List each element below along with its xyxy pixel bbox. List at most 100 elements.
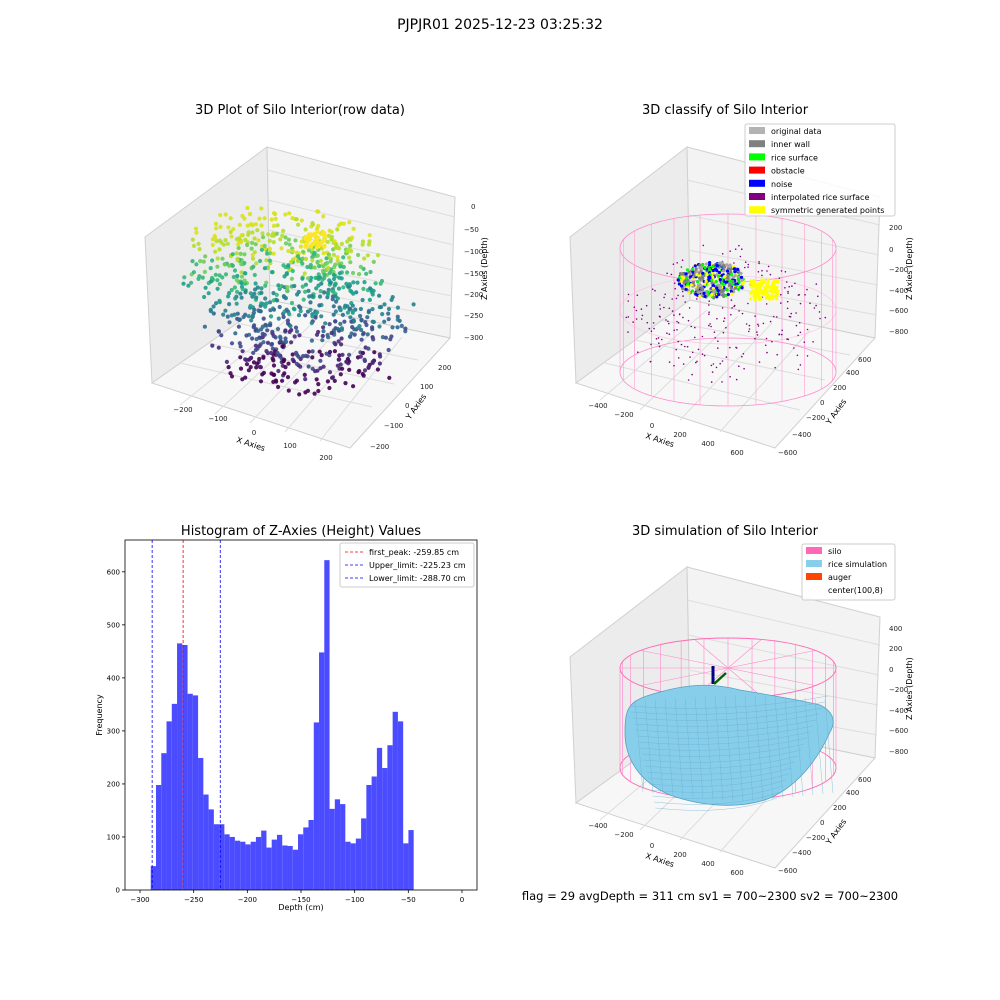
interpolated-point (658, 342, 660, 345)
scatter-point (389, 334, 394, 339)
scatter-point (238, 355, 243, 360)
interpolated-point (695, 361, 697, 364)
scatter-point (312, 265, 317, 270)
scatter-point (271, 240, 276, 245)
classified-point (766, 280, 770, 284)
interpolated-point (795, 312, 797, 314)
interpolated-point (640, 318, 643, 320)
mesh-line (734, 694, 744, 803)
interpolated-point (767, 265, 770, 268)
scatter-point (300, 276, 305, 281)
interpolated-point (757, 325, 760, 327)
interpolated-point (747, 266, 749, 268)
interpolated-point (721, 360, 724, 362)
interpolated-point (708, 304, 710, 306)
scatter-point (270, 270, 275, 275)
interpolated-point (787, 292, 789, 294)
scatter-point (253, 281, 258, 286)
panel2-zticks: 200 0 −200 −400 −600 −800 (889, 224, 908, 336)
classified-point (771, 281, 775, 285)
scatter-point (294, 350, 299, 355)
classified-point (726, 273, 730, 278)
scatter-point (345, 270, 350, 275)
scatter-point (220, 275, 225, 280)
mesh-line (632, 707, 823, 721)
legend-swatch (749, 206, 765, 214)
interpolated-point (757, 323, 759, 326)
scatter-point (286, 248, 291, 254)
scatter-point (240, 287, 245, 292)
panel2-xticks: −400 −200 0 200 400 600 (588, 402, 743, 457)
classified-point (760, 278, 764, 282)
interpolated-point (744, 261, 747, 264)
scatter-point (361, 331, 366, 336)
scatter-point (238, 344, 243, 349)
scatter-point (239, 274, 245, 279)
scatter-point (347, 334, 353, 339)
scatter-point (305, 264, 310, 270)
scatter-point (320, 333, 325, 339)
scatter-point (182, 275, 187, 280)
scatter-point (333, 309, 338, 314)
scatter-point (282, 371, 287, 376)
histogram-bar (203, 794, 209, 890)
scatter-point (219, 240, 224, 245)
y-tick-label: 100 (107, 833, 120, 841)
legend-label: obstacle (771, 167, 805, 176)
scatter-point (307, 237, 312, 242)
scatter-point (267, 238, 272, 243)
scatter-point (249, 246, 254, 251)
scatter-point (251, 264, 256, 269)
scatter-point (285, 285, 290, 290)
classified-point (676, 278, 680, 282)
scatter-point (262, 243, 267, 248)
scatter-point (213, 221, 219, 226)
scatter-point (308, 265, 313, 270)
interpolated-point (784, 287, 786, 289)
scatter-point (242, 281, 248, 286)
scatter-point (350, 235, 355, 240)
mesh-line (684, 697, 694, 798)
scatter-point (251, 325, 256, 330)
panel4-ytick: 0 (820, 819, 824, 827)
interpolated-point (692, 266, 694, 269)
scatter-point (314, 286, 319, 291)
classified-point (768, 289, 772, 293)
classified-point (731, 275, 735, 279)
scatter-point (218, 224, 223, 229)
scatter-point (244, 362, 250, 367)
scatter-point (329, 236, 334, 242)
mesh-line (704, 696, 714, 800)
scatter-point (355, 326, 360, 331)
scatter-point (302, 372, 307, 377)
mesh-line (754, 695, 764, 801)
mesh-line (634, 699, 644, 793)
interpolated-point (764, 344, 767, 347)
scatter-point (282, 295, 287, 300)
scatter-point (217, 247, 222, 252)
scatter-point (254, 365, 259, 370)
interpolated-point (730, 313, 732, 316)
scatter-point (366, 242, 372, 247)
classified-point (700, 287, 704, 291)
scatter-point (305, 388, 311, 393)
panel4-yticks: −600 −400 −200 0 200 400 600 (778, 776, 871, 875)
classified-point (708, 272, 712, 276)
figure-footer: flag = 29 avgDepth = 311 cm sv1 = 700~23… (521, 889, 899, 903)
scatter-point (268, 323, 273, 328)
scatter-point (371, 337, 376, 342)
classified-point (710, 281, 714, 285)
panel4-ztick: −600 (889, 727, 908, 735)
interpolated-point (799, 302, 802, 305)
scatter-point (252, 272, 257, 278)
classified-point (699, 269, 703, 273)
scatter-point (368, 286, 373, 291)
interpolated-point (741, 248, 743, 250)
classified-point (685, 268, 690, 272)
classified-point (714, 279, 718, 284)
scatter-point (281, 228, 286, 233)
scatter-point (293, 325, 299, 330)
classified-point (773, 287, 777, 291)
scatter-point (386, 311, 391, 316)
interpolated-point (806, 288, 808, 291)
